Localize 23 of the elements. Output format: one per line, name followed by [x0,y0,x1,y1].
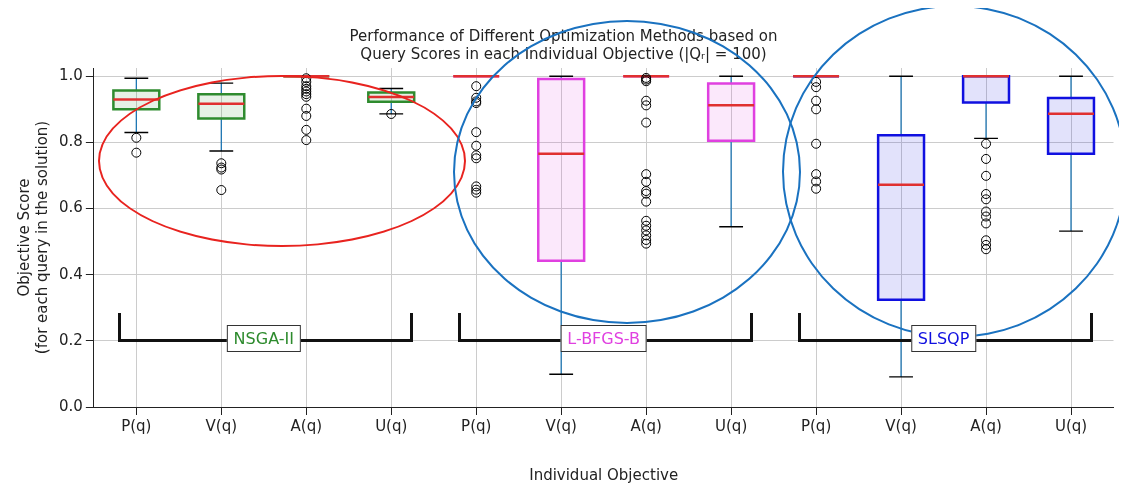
x-tick-label: V(q) [545,416,577,435]
text: NSGA-II [226,325,301,353]
x-axis-title: Individual Objective [529,465,679,484]
series-label: SLSQP [910,325,977,353]
y-tick-label: 0.8 [59,132,83,151]
x-tick-label: V(q) [205,416,238,435]
y-tick-label: 1.0 [59,66,83,85]
x-tick-label: U(q) [375,416,408,435]
x-tick-label: A(q) [970,416,1002,435]
x-tick-label: U(q) [715,416,748,435]
x-tick-label: U(q) [1054,416,1088,435]
x-tick-label: P(q) [461,416,492,435]
text: L-BFGS-B [560,325,648,353]
x-tick-label: A(q) [290,416,323,435]
y-tick-label: 0.6 [59,198,83,217]
y-tick-label: 0.4 [59,264,83,283]
x-tick-label: A(q) [630,416,662,435]
x-tick-label: P(q) [121,416,152,435]
y-tick-label: 0.2 [59,330,83,349]
x-tick-label: P(q) [800,416,832,435]
y-axis-title: Objective Score (for each query in the solution) [14,120,51,355]
x-tick-label: V(q) [885,416,917,435]
y-tick-label: 0.0 [59,396,83,415]
